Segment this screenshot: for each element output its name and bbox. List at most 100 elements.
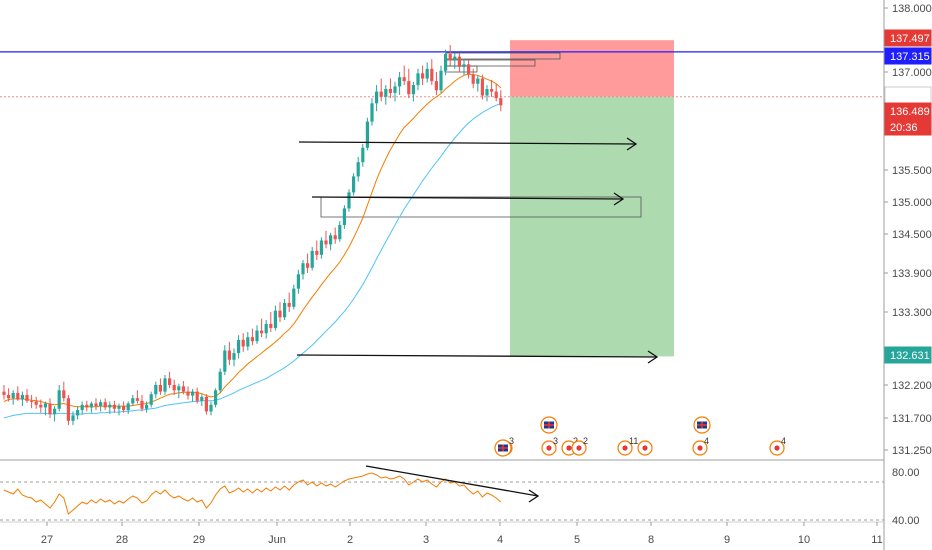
candle-body bbox=[48, 403, 52, 415]
price-tick-label: 135.000 bbox=[892, 197, 932, 209]
candle-body bbox=[89, 403, 93, 408]
price-tick-label: 133.300 bbox=[892, 307, 932, 319]
event-count: 3 bbox=[509, 436, 514, 446]
event-count: 2 bbox=[573, 436, 578, 446]
arrow-2 bbox=[311, 196, 624, 200]
candle-body bbox=[218, 371, 222, 391]
rsi-tick-label: 80.00 bbox=[892, 467, 920, 479]
price-tick-label: 134.500 bbox=[892, 229, 932, 241]
candle-body bbox=[145, 404, 149, 409]
price-badge bbox=[884, 47, 932, 65]
candle-body bbox=[16, 392, 20, 400]
candle-body bbox=[154, 385, 158, 395]
candle-body bbox=[462, 64, 466, 67]
candle-body bbox=[439, 70, 443, 91]
candle-body bbox=[283, 302, 287, 318]
red-dot-event-icon-center bbox=[566, 445, 572, 451]
candle-body bbox=[388, 88, 392, 93]
candle-body bbox=[108, 404, 112, 408]
candle-body bbox=[62, 390, 66, 399]
candle-body bbox=[421, 73, 425, 79]
candle-body bbox=[434, 81, 438, 91]
candle-body bbox=[200, 396, 204, 401]
candle-body bbox=[126, 403, 130, 411]
candle-body bbox=[223, 350, 227, 372]
candle-body bbox=[444, 54, 448, 71]
candle-body bbox=[20, 394, 24, 400]
candle-body bbox=[471, 74, 475, 84]
candle-body bbox=[39, 404, 43, 408]
price-badge bbox=[884, 346, 932, 364]
price-badge-label: 132.631 bbox=[890, 350, 930, 362]
candle-body bbox=[467, 64, 471, 75]
candle-body bbox=[227, 350, 231, 360]
candle-body bbox=[365, 121, 369, 148]
candle-body bbox=[301, 263, 305, 275]
time-tick-label: 2 bbox=[347, 534, 353, 546]
candle-body bbox=[71, 415, 75, 421]
time-tick-label: 4 bbox=[497, 534, 503, 546]
candle-body bbox=[338, 225, 342, 240]
candle-body bbox=[292, 288, 296, 307]
candle-body bbox=[324, 240, 328, 245]
candle-body bbox=[402, 77, 406, 82]
time-tick-label: 28 bbox=[116, 534, 128, 546]
candle-body bbox=[384, 88, 388, 97]
event-count: 4 bbox=[781, 436, 786, 446]
candle-body bbox=[269, 323, 273, 328]
candle-body bbox=[232, 353, 236, 360]
candle-body bbox=[329, 235, 333, 245]
arrow-2-head bbox=[613, 192, 625, 206]
price-badge-label: 20:36 bbox=[890, 122, 918, 134]
time-tick-label: 3 bbox=[423, 534, 429, 546]
candle-body bbox=[260, 330, 264, 334]
price-badge-label: 136.622 bbox=[890, 90, 930, 102]
price-badge bbox=[884, 118, 932, 136]
red-dot-event-icon-center bbox=[576, 445, 582, 451]
candle-body bbox=[135, 398, 139, 401]
candle-body bbox=[480, 78, 484, 96]
candle-body bbox=[430, 68, 434, 82]
price-tick-label: 131.250 bbox=[892, 445, 932, 457]
rsi-line bbox=[3, 472, 502, 515]
candle-body bbox=[214, 390, 218, 405]
candle-body bbox=[453, 56, 457, 61]
arrow-1 bbox=[298, 141, 637, 145]
event-count: 4 bbox=[704, 436, 709, 446]
red-dot-event-icon-center bbox=[774, 445, 780, 451]
rsi-divergence-arrow-head bbox=[528, 489, 540, 503]
red-dot-event-icon-center bbox=[546, 445, 552, 451]
candle-body bbox=[398, 77, 402, 87]
candle-body bbox=[315, 250, 319, 255]
candle-body bbox=[333, 235, 337, 240]
candle-body bbox=[264, 323, 268, 334]
candle-body bbox=[457, 56, 461, 67]
candle-body bbox=[85, 404, 89, 408]
candle-body bbox=[448, 54, 452, 61]
candle-body bbox=[34, 401, 38, 405]
event-count: 2 bbox=[583, 436, 588, 446]
candle-body bbox=[255, 330, 259, 342]
candle-body bbox=[172, 385, 176, 391]
price-badge-label: 137.315 bbox=[890, 51, 930, 63]
candle-body bbox=[186, 391, 190, 396]
candle-body bbox=[80, 404, 84, 411]
candle-body bbox=[411, 85, 415, 95]
candle-body bbox=[140, 400, 144, 409]
candle-body bbox=[112, 404, 116, 409]
candle-body bbox=[490, 88, 494, 92]
candle-body bbox=[209, 404, 213, 412]
rsi-divergence-arrow bbox=[365, 465, 539, 497]
time-tick-label: 10 bbox=[798, 534, 810, 546]
candle-body bbox=[342, 208, 346, 226]
rsi-tick-label: 40.00 bbox=[892, 515, 920, 527]
candle-body bbox=[57, 390, 61, 409]
candle-body bbox=[94, 403, 98, 407]
candle-body bbox=[163, 378, 167, 392]
candle-body bbox=[99, 402, 103, 407]
candle-body bbox=[2, 391, 6, 395]
take-profit-zone bbox=[510, 96, 674, 357]
consolidation-box bbox=[320, 196, 642, 218]
